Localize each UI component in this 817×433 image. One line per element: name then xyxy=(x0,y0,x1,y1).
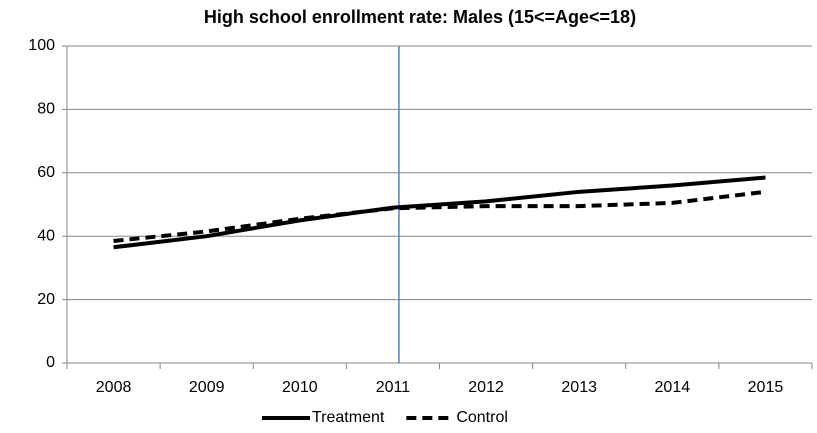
legend-label: Treatment xyxy=(312,409,385,426)
x-tick-label: 2008 xyxy=(96,379,132,396)
chart-title: High school enrollment rate: Males (15<=… xyxy=(204,7,636,27)
y-tick-label: 80 xyxy=(37,101,55,118)
legend-label: Control xyxy=(456,409,508,426)
y-tick-label: 60 xyxy=(37,164,55,181)
x-tick-label: 2011 xyxy=(376,379,411,396)
x-tick-label: 2013 xyxy=(561,379,597,396)
y-tick-label: 100 xyxy=(28,37,55,54)
series-line xyxy=(113,175,766,250)
series-line xyxy=(113,189,766,243)
y-tick-label: 20 xyxy=(37,291,55,308)
x-tick-label: 2012 xyxy=(468,379,504,396)
x-tick-label: 2015 xyxy=(748,379,784,396)
x-tick-label: 2009 xyxy=(189,379,225,396)
y-tick-label: 40 xyxy=(37,227,55,244)
x-tick-label: 2014 xyxy=(655,379,691,396)
y-tick-label: 0 xyxy=(46,354,55,371)
x-tick-label: 2010 xyxy=(282,379,318,396)
